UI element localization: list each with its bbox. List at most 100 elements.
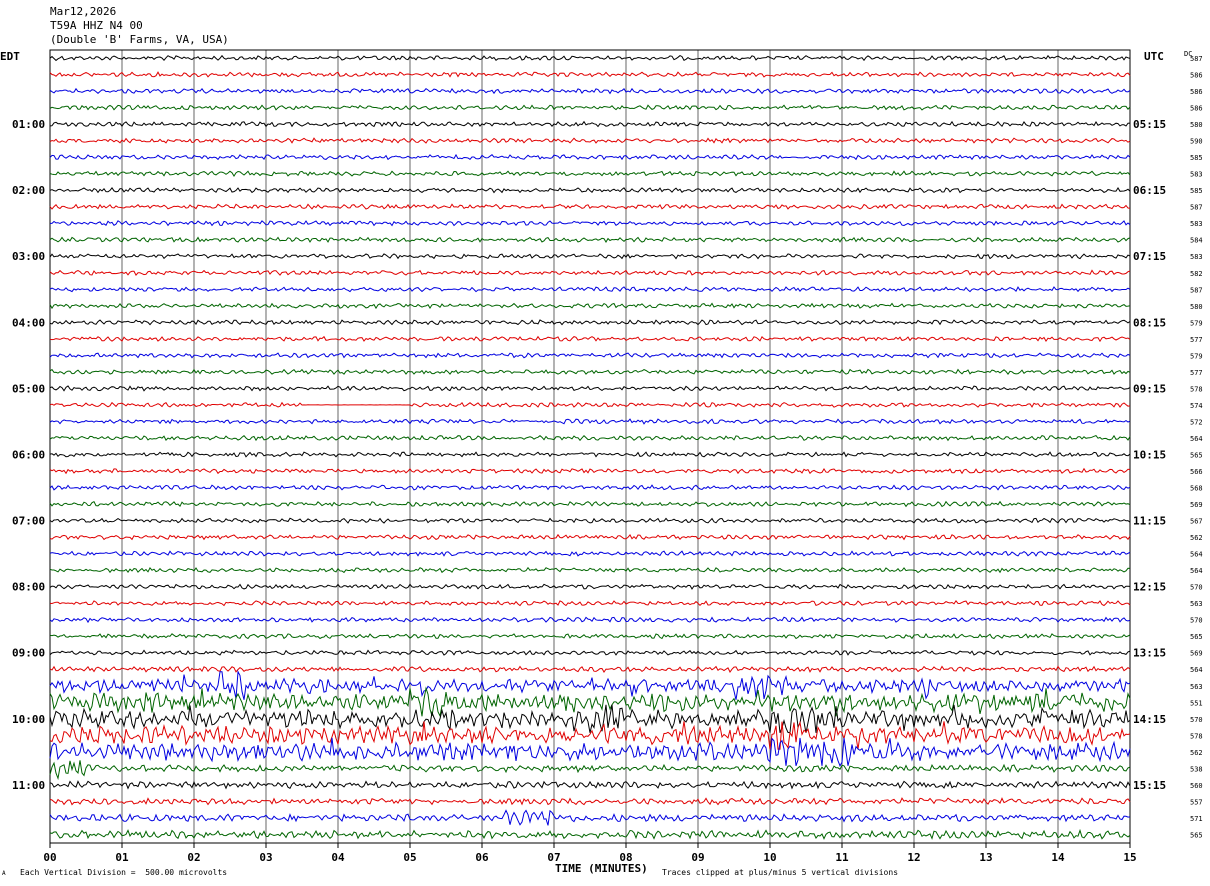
right-hour-label: 06:15 bbox=[1133, 184, 1166, 197]
trace-line bbox=[49, 137, 1131, 144]
trace-line bbox=[49, 533, 1131, 541]
trace-line bbox=[49, 737, 1131, 767]
x-tick-label: 13 bbox=[979, 851, 992, 864]
dc-offset-label: 580 bbox=[1190, 303, 1203, 311]
right-hour-label: 15:15 bbox=[1133, 779, 1166, 792]
x-tick-label: 08 bbox=[619, 851, 632, 864]
trace-line bbox=[49, 253, 1131, 260]
trace-line bbox=[49, 828, 1131, 840]
location-label: (Double 'B' Farms, VA, USA) bbox=[50, 33, 229, 46]
dc-offset-label: 583 bbox=[1190, 220, 1203, 228]
dc-offset-label: 585 bbox=[1190, 154, 1203, 162]
dc-offset-label: 565 bbox=[1190, 633, 1203, 641]
dc-offset-label: 565 bbox=[1190, 831, 1203, 839]
x-tick-label: 06 bbox=[475, 851, 489, 864]
dc-offset-label: 571 bbox=[1190, 815, 1203, 823]
trace-line bbox=[49, 809, 1131, 826]
left-hour-label: 07:00 bbox=[12, 515, 45, 528]
dc-offset-label: 586 bbox=[1190, 72, 1203, 80]
trace-line bbox=[49, 780, 1131, 790]
dc-offset-label: 570 bbox=[1190, 617, 1203, 625]
scale-note: Each Vertical Division = 500.00 microvol… bbox=[20, 868, 228, 877]
dc-offset-label: 578 bbox=[1190, 732, 1203, 740]
trace-line bbox=[49, 633, 1131, 640]
dc-offset-label: 538 bbox=[1190, 765, 1203, 773]
left-timezone-label: EDT bbox=[0, 50, 20, 63]
dc-offset-label: 560 bbox=[1190, 782, 1203, 790]
trace-line bbox=[49, 187, 1131, 194]
dc-offset-label: 583 bbox=[1190, 253, 1203, 261]
dc-offset-label: 569 bbox=[1190, 501, 1203, 509]
left-hour-label: 03:00 bbox=[12, 250, 45, 263]
dc-offset-label: 580 bbox=[1190, 121, 1203, 129]
dc-offset-label: 587 bbox=[1190, 204, 1203, 212]
trace-line bbox=[49, 686, 1131, 718]
dc-header: DC bbox=[1184, 50, 1193, 58]
trace-line bbox=[49, 467, 1131, 475]
trace-line bbox=[49, 352, 1131, 359]
x-tick-label: 01 bbox=[115, 851, 129, 864]
dc-offset-label: 564 bbox=[1190, 666, 1203, 674]
right-hour-label: 12:15 bbox=[1133, 581, 1166, 594]
right-hour-label: 05:15 bbox=[1133, 118, 1166, 131]
trace-line bbox=[49, 87, 1131, 95]
trace-line bbox=[49, 484, 1131, 491]
dc-offset-label: 579 bbox=[1190, 319, 1203, 327]
dc-offset-label: 585 bbox=[1190, 187, 1203, 195]
dc-offset-label: 582 bbox=[1190, 270, 1203, 278]
dc-offset-label: 574 bbox=[1190, 402, 1203, 410]
x-tick-label: 12 bbox=[907, 851, 920, 864]
right-hour-label: 08:15 bbox=[1133, 316, 1166, 329]
dc-offset-label: 562 bbox=[1190, 534, 1203, 542]
trace-line bbox=[49, 451, 1131, 458]
dc-offset-label: 586 bbox=[1190, 105, 1203, 113]
right-hour-label: 10:15 bbox=[1133, 448, 1166, 461]
x-tick-label: 10 bbox=[763, 851, 776, 864]
trace-line bbox=[49, 286, 1131, 293]
trace-line bbox=[50, 220, 1131, 227]
dc-offset-label: 570 bbox=[1190, 716, 1203, 724]
left-hour-label: 08:00 bbox=[12, 581, 45, 594]
x-tick-label: 02 bbox=[187, 851, 200, 864]
trace-line bbox=[49, 401, 1131, 408]
dc-offset-label: 587 bbox=[1190, 286, 1203, 294]
x-tick-label: 04 bbox=[331, 851, 345, 864]
dc-offset-label: 586 bbox=[1190, 88, 1203, 96]
trace-line bbox=[49, 335, 1131, 343]
date-label: Mar12,2026 bbox=[50, 5, 117, 18]
dc-offset-label: 570 bbox=[1190, 584, 1203, 592]
dc-offset-label: 577 bbox=[1190, 336, 1203, 344]
x-tick-label: 05 bbox=[403, 851, 416, 864]
trace-line bbox=[49, 583, 1131, 590]
trace-line bbox=[49, 797, 1131, 806]
trace-line bbox=[49, 566, 1131, 574]
dc-offset-label: 551 bbox=[1190, 699, 1203, 707]
trace-line bbox=[49, 704, 1131, 734]
trace-line bbox=[49, 153, 1131, 161]
right-hour-label: 13:15 bbox=[1133, 647, 1166, 660]
left-hour-label: 09:00 bbox=[12, 647, 45, 660]
x-axis-title: TIME (MINUTES) bbox=[555, 862, 648, 875]
left-hour-label: 04:00 bbox=[12, 316, 45, 329]
dc-offset-label: 572 bbox=[1190, 418, 1203, 426]
corner-mark: A bbox=[2, 870, 6, 877]
trace-line bbox=[49, 500, 1131, 508]
trace-line bbox=[49, 418, 1131, 425]
right-hour-label: 07:15 bbox=[1133, 250, 1166, 263]
trace-line bbox=[49, 385, 1131, 392]
right-hour-label: 14:15 bbox=[1133, 713, 1166, 726]
trace-line bbox=[49, 104, 1131, 111]
dc-offset-label: 579 bbox=[1190, 352, 1203, 360]
trace-line bbox=[49, 203, 1131, 210]
trace-line bbox=[49, 760, 1131, 781]
right-timezone-label: UTC bbox=[1144, 50, 1164, 63]
trace-line bbox=[49, 434, 1131, 442]
plot-frame bbox=[49, 49, 1131, 844]
trace-line bbox=[49, 649, 1131, 656]
dc-offset-label: 563 bbox=[1190, 683, 1203, 691]
dc-offset-label: 562 bbox=[1190, 749, 1203, 757]
trace-line bbox=[49, 517, 1131, 524]
trace-line bbox=[49, 71, 1131, 78]
x-tick-label: 09 bbox=[691, 851, 704, 864]
dc-offset-label: 563 bbox=[1190, 600, 1203, 608]
